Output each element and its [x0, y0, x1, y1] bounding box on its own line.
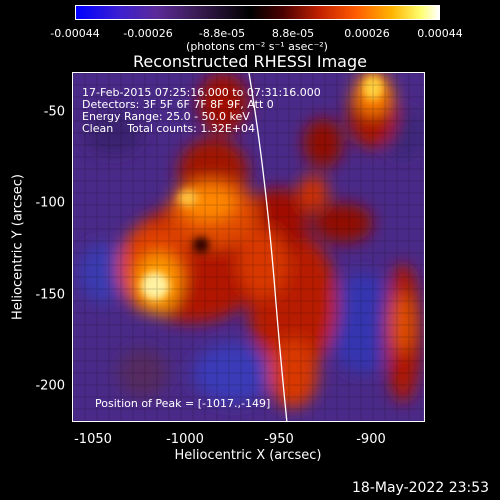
info-peak-position: Position of Peak = [-1017.,-149]	[95, 397, 271, 410]
colorbar-tick: 0.00026	[344, 27, 390, 40]
info-method-counts: Clean Total counts: 1.32E+04	[82, 122, 256, 135]
y-axis-label: Heliocentric Y (arcsec)	[10, 174, 26, 320]
heatmap-svg	[73, 73, 424, 421]
heatmap-image	[72, 72, 425, 422]
info-time-range: 17-Feb-2015 07:25:16.000 to 07:31:16.000	[82, 86, 321, 99]
colorbar-tick: -0.00044	[50, 27, 100, 40]
x-tick-label: -1000	[166, 432, 204, 447]
colorbar-tick: -0.00026	[123, 27, 173, 40]
plot-title: Reconstructed RHESSI Image	[133, 52, 367, 71]
y-tick-label: -50	[43, 104, 65, 120]
colorbar-tick: 0.00044	[417, 27, 463, 40]
y-tick-label: -200	[35, 378, 65, 394]
colorbar-units: (photons cm⁻² s⁻¹ asec⁻²)	[186, 40, 328, 53]
x-tick-label: -1050	[74, 432, 112, 447]
colorbar-tick: 8.8e-05	[271, 27, 315, 40]
info-energy-range: Energy Range: 25.0 - 50.0 keV	[82, 110, 250, 123]
y-tick-label: -150	[35, 287, 65, 303]
colorbar-tick: -8.8e-05	[198, 27, 246, 40]
y-tick-label: -100	[35, 195, 65, 211]
x-axis-label: Heliocentric X (arcsec)	[174, 448, 322, 463]
info-detectors: Detectors: 3F 5F 6F 7F 8F 9F, Att 0	[82, 98, 274, 111]
x-tick-label: -900	[356, 432, 386, 447]
x-tick-label: -950	[264, 432, 294, 447]
timestamp: 18-May-2022 23:53	[352, 480, 490, 496]
colorbar	[75, 5, 440, 20]
